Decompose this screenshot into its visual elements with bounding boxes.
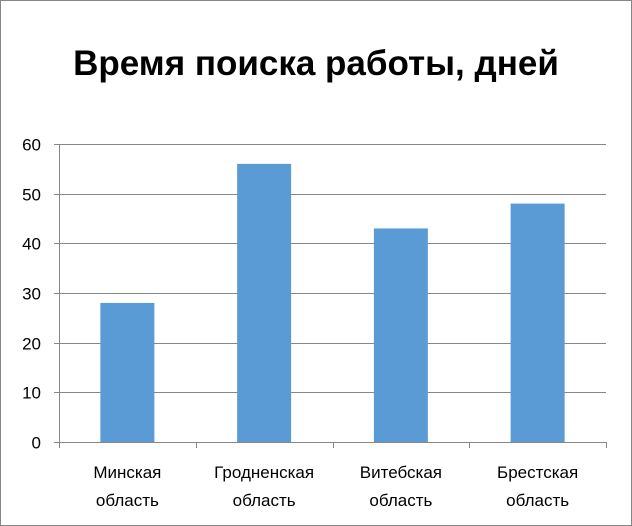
y-tick-label: 40 <box>22 235 41 254</box>
y-tick-label: 0 <box>32 434 41 453</box>
chart-title: Время поиска работы, дней <box>73 44 559 83</box>
y-tick-label: 30 <box>22 285 41 304</box>
y-tick-label: 50 <box>22 186 41 205</box>
x-category-label: Витебская <box>360 463 442 482</box>
y-tick-label: 60 <box>22 136 41 155</box>
x-category-label: область <box>96 491 159 510</box>
y-tick-label: 10 <box>22 384 41 403</box>
bar <box>373 228 428 442</box>
x-category-labels: Минская область Гродненская область Витебска… <box>93 463 578 510</box>
y-tick-label: 20 <box>22 335 41 354</box>
bar <box>237 163 292 442</box>
x-category-label: Брестская <box>497 463 578 482</box>
bars <box>100 163 565 442</box>
x-category-label: Минская <box>93 463 161 482</box>
bar <box>100 302 155 442</box>
bar <box>510 203 565 442</box>
axes <box>54 144 607 448</box>
x-category-label: Гродненская <box>214 463 314 482</box>
x-category-label: область <box>506 491 569 510</box>
x-category-label: область <box>233 491 296 510</box>
y-tick-labels: 0 10 20 30 40 50 60 <box>22 136 41 453</box>
x-category-label: область <box>369 491 432 510</box>
